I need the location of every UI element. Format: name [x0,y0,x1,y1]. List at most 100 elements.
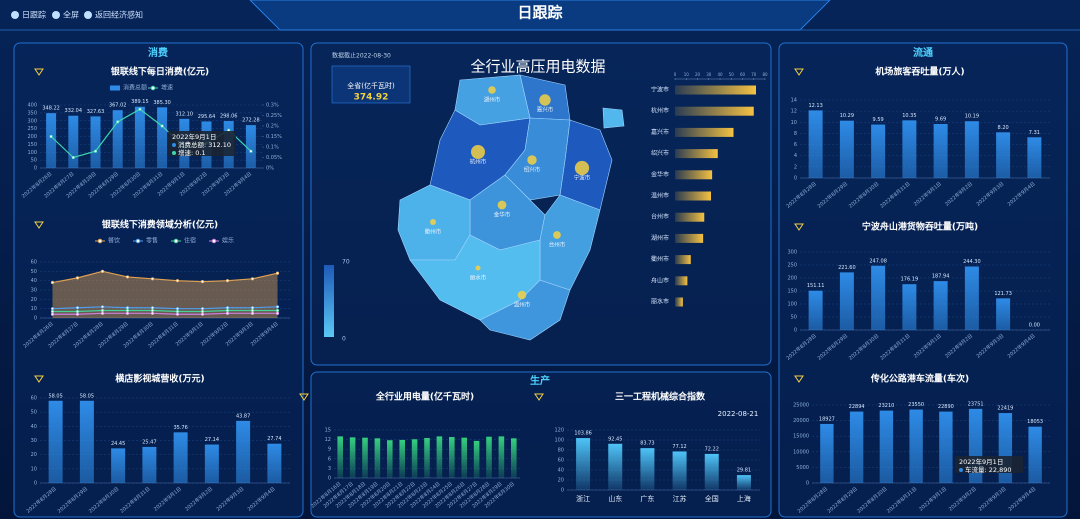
y-tick-label: 50 [791,315,797,321]
y-tick-label: 0 [794,176,797,182]
x-tick-label: 上海 [737,494,751,503]
title-icon [299,393,309,401]
data-label: 332.04 [65,108,83,114]
bar [996,298,1011,330]
y-tick-label: 12 [325,437,331,443]
data-label: 9.59 [873,117,884,123]
data-label: 298.06 [220,114,238,120]
point-marker [75,306,80,310]
x-tick-label: 全国 [705,494,719,503]
point-marker [275,271,280,275]
map-label: 杭州市 [470,158,487,166]
y-category-label: 宁波市 [651,86,669,94]
y-tick-label: 250 [787,263,797,269]
legend-swatch [110,85,120,91]
data-label: 295.64 [198,114,216,120]
bar [909,409,923,483]
y-tick-label: 50 [31,269,37,275]
legend-swatch [173,238,179,244]
chart-title: 传化公路港车流量(车次) [870,373,969,385]
bar [849,411,864,483]
x-tick-label: 80 [762,72,768,77]
map-label: 丽水市 [470,274,487,282]
bar [640,448,655,490]
point-marker [100,311,105,315]
y-tick-label: 6 [328,456,331,462]
section-title: 流通 [913,46,933,59]
map-region [454,74,531,126]
y-tick-label: 400 [27,103,37,109]
y-category-label: 温州市 [651,192,669,200]
legend-label: 消费总额 [123,84,147,92]
data-label: 385.30 [153,100,171,106]
x-tick-label: 20 [695,72,701,77]
map-region [409,234,541,321]
data-label: 18927 [819,416,835,422]
point-marker [175,312,180,316]
bar [672,451,687,490]
bar [902,284,917,330]
point-marker [225,279,230,283]
y-category-label: 嘉兴市 [651,128,669,136]
point-marker [125,311,130,315]
visual-map [324,265,334,337]
y-tick-label: 3 [328,466,331,472]
data-label: 24.45 [111,441,125,447]
bar [142,446,157,483]
y-tick-label: 40 [558,468,564,474]
point-marker [250,306,255,310]
data-label: 272.28 [242,118,260,124]
bar [902,120,917,178]
y-tick-label: 100 [27,150,37,156]
bar [111,448,126,483]
y-tick-label: 15 [325,428,331,434]
point-marker [100,269,105,273]
tooltip-line: 车流量: 22,890 [965,465,1012,474]
map-label: 台州市 [549,241,566,249]
bar [736,475,751,490]
bar [46,113,57,168]
map-glow [553,231,561,239]
data-label: 367.02 [109,103,127,109]
y-tick-label: 0 [328,476,331,482]
data-label: 23751 [968,401,984,407]
bar [204,444,219,483]
point-marker [200,307,205,311]
x-tick-label: 60 [740,72,746,77]
title-icon [794,375,804,383]
chart-title: 银联线下每日消费(亿元) [111,66,209,78]
data-label: 103.86 [574,431,592,437]
bar [808,110,823,178]
nav-item[interactable]: 全屏 [63,10,79,20]
data-label: 22894 [849,404,865,410]
bar [808,290,823,330]
bar [964,266,979,330]
bar [337,436,343,478]
map-glow [574,160,590,176]
y-tick-label: 30 [31,288,37,294]
y2-tick-label: 0.15% [266,134,282,140]
chart-title: 宁波舟山港货物吞吐量(万吨) [862,221,978,233]
title-icon [34,375,44,383]
hbar [675,191,711,201]
y-tick-label: 0 [806,481,809,487]
title-icon [534,393,544,401]
y-category-label: 杭州市 [651,107,669,115]
point-marker [160,124,164,128]
nav-item[interactable]: 日跟踪 [22,10,46,20]
bar [704,453,719,490]
bar [996,132,1011,178]
y-tick-label: 0 [34,316,37,322]
y-tick-label: 60 [31,260,37,266]
y-tick-label: 20000 [793,418,809,424]
bar [839,120,854,178]
bar [112,110,123,168]
map-label: 宁波市 [574,174,591,182]
x-tick-label: 山东 [608,494,622,503]
data-label: 10.19 [965,114,979,120]
nav-item[interactable]: 返回经济感知 [95,10,143,20]
point-marker [125,275,130,279]
y-tick-label: 0 [794,328,797,334]
total-value: 374.92 [354,93,389,103]
